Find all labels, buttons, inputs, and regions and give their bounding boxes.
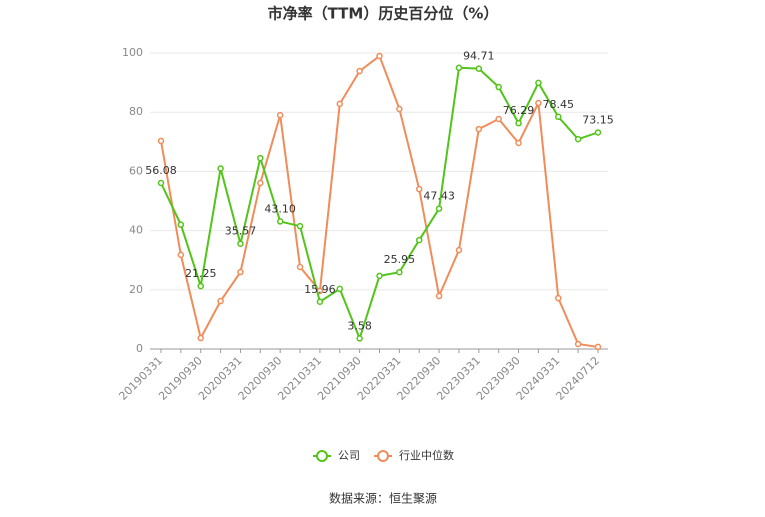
data-point — [396, 268, 403, 276]
data-point — [475, 65, 483, 72]
data-point — [177, 251, 185, 259]
y-tick-label: 0 — [136, 342, 143, 355]
data-point — [336, 100, 344, 108]
data-point — [376, 272, 383, 280]
data-point — [336, 285, 344, 293]
data-point — [555, 294, 562, 302]
data-label: 73.15 — [582, 113, 614, 126]
data-label: 21.25 — [185, 267, 217, 280]
data-label: 35.57 — [225, 225, 257, 238]
data-point — [535, 79, 542, 87]
data-point — [574, 135, 582, 143]
legend-label: 公司 — [338, 449, 360, 462]
data-point — [515, 139, 522, 147]
data-point — [276, 218, 284, 225]
data-point — [396, 105, 403, 113]
data-label: 43.10 — [264, 202, 296, 215]
data-label: 47.43 — [423, 190, 455, 203]
data-point — [276, 111, 284, 119]
data-point — [435, 292, 443, 300]
data-point — [594, 129, 602, 136]
data-point — [157, 179, 165, 187]
data-point — [257, 179, 264, 187]
data-point — [316, 298, 324, 306]
data-point — [376, 52, 383, 60]
data-point — [415, 185, 423, 193]
legend-label: 行业中位数 — [399, 448, 454, 462]
data-point — [177, 221, 185, 228]
y-tick-label: 100 — [122, 46, 143, 59]
data-point — [415, 236, 423, 244]
data-point — [217, 297, 224, 305]
data-point — [495, 83, 502, 91]
data-point — [257, 154, 264, 162]
data-point — [296, 263, 304, 271]
data-label: 3.58 — [347, 319, 372, 332]
source: 数据来源：恒生聚源 — [329, 491, 437, 506]
series-line — [160, 54, 599, 348]
data-point — [574, 340, 582, 348]
data-label: 56.08 — [145, 164, 177, 177]
data-label: 94.71 — [463, 50, 495, 63]
data-label: 76.29 — [503, 104, 535, 117]
data-label: 78.45 — [543, 98, 575, 111]
y-tick-label: 80 — [129, 105, 143, 118]
data-point — [237, 240, 244, 247]
data-point — [157, 137, 165, 145]
data-point — [515, 119, 522, 127]
data-point — [495, 115, 502, 123]
data-point — [535, 99, 542, 107]
data-label: 15.96 — [304, 283, 336, 296]
data-point — [197, 334, 204, 342]
data-point — [356, 67, 363, 75]
data-point — [594, 343, 602, 351]
data-point — [356, 335, 363, 342]
data-point — [217, 165, 224, 172]
data-point — [455, 246, 463, 254]
data-point — [296, 222, 304, 230]
chart-title: 市净率（TTM）历史百分位（%） — [268, 5, 499, 23]
data-point — [475, 125, 483, 133]
legend-marker — [316, 450, 328, 462]
data-point — [555, 113, 562, 121]
data-point — [455, 64, 463, 72]
data-point — [237, 268, 244, 276]
legend-marker — [377, 450, 389, 462]
y-tick-label: 60 — [129, 164, 143, 177]
y-tick-label: 20 — [129, 283, 143, 296]
data-label: 25.95 — [384, 253, 416, 266]
legend-item: 公司 — [313, 449, 360, 462]
legend-item: 行业中位数 — [374, 448, 454, 462]
y-tick-label: 40 — [129, 224, 143, 237]
x-tick-label: 20240712 — [553, 354, 602, 403]
data-point — [435, 205, 443, 212]
data-point — [197, 282, 204, 290]
